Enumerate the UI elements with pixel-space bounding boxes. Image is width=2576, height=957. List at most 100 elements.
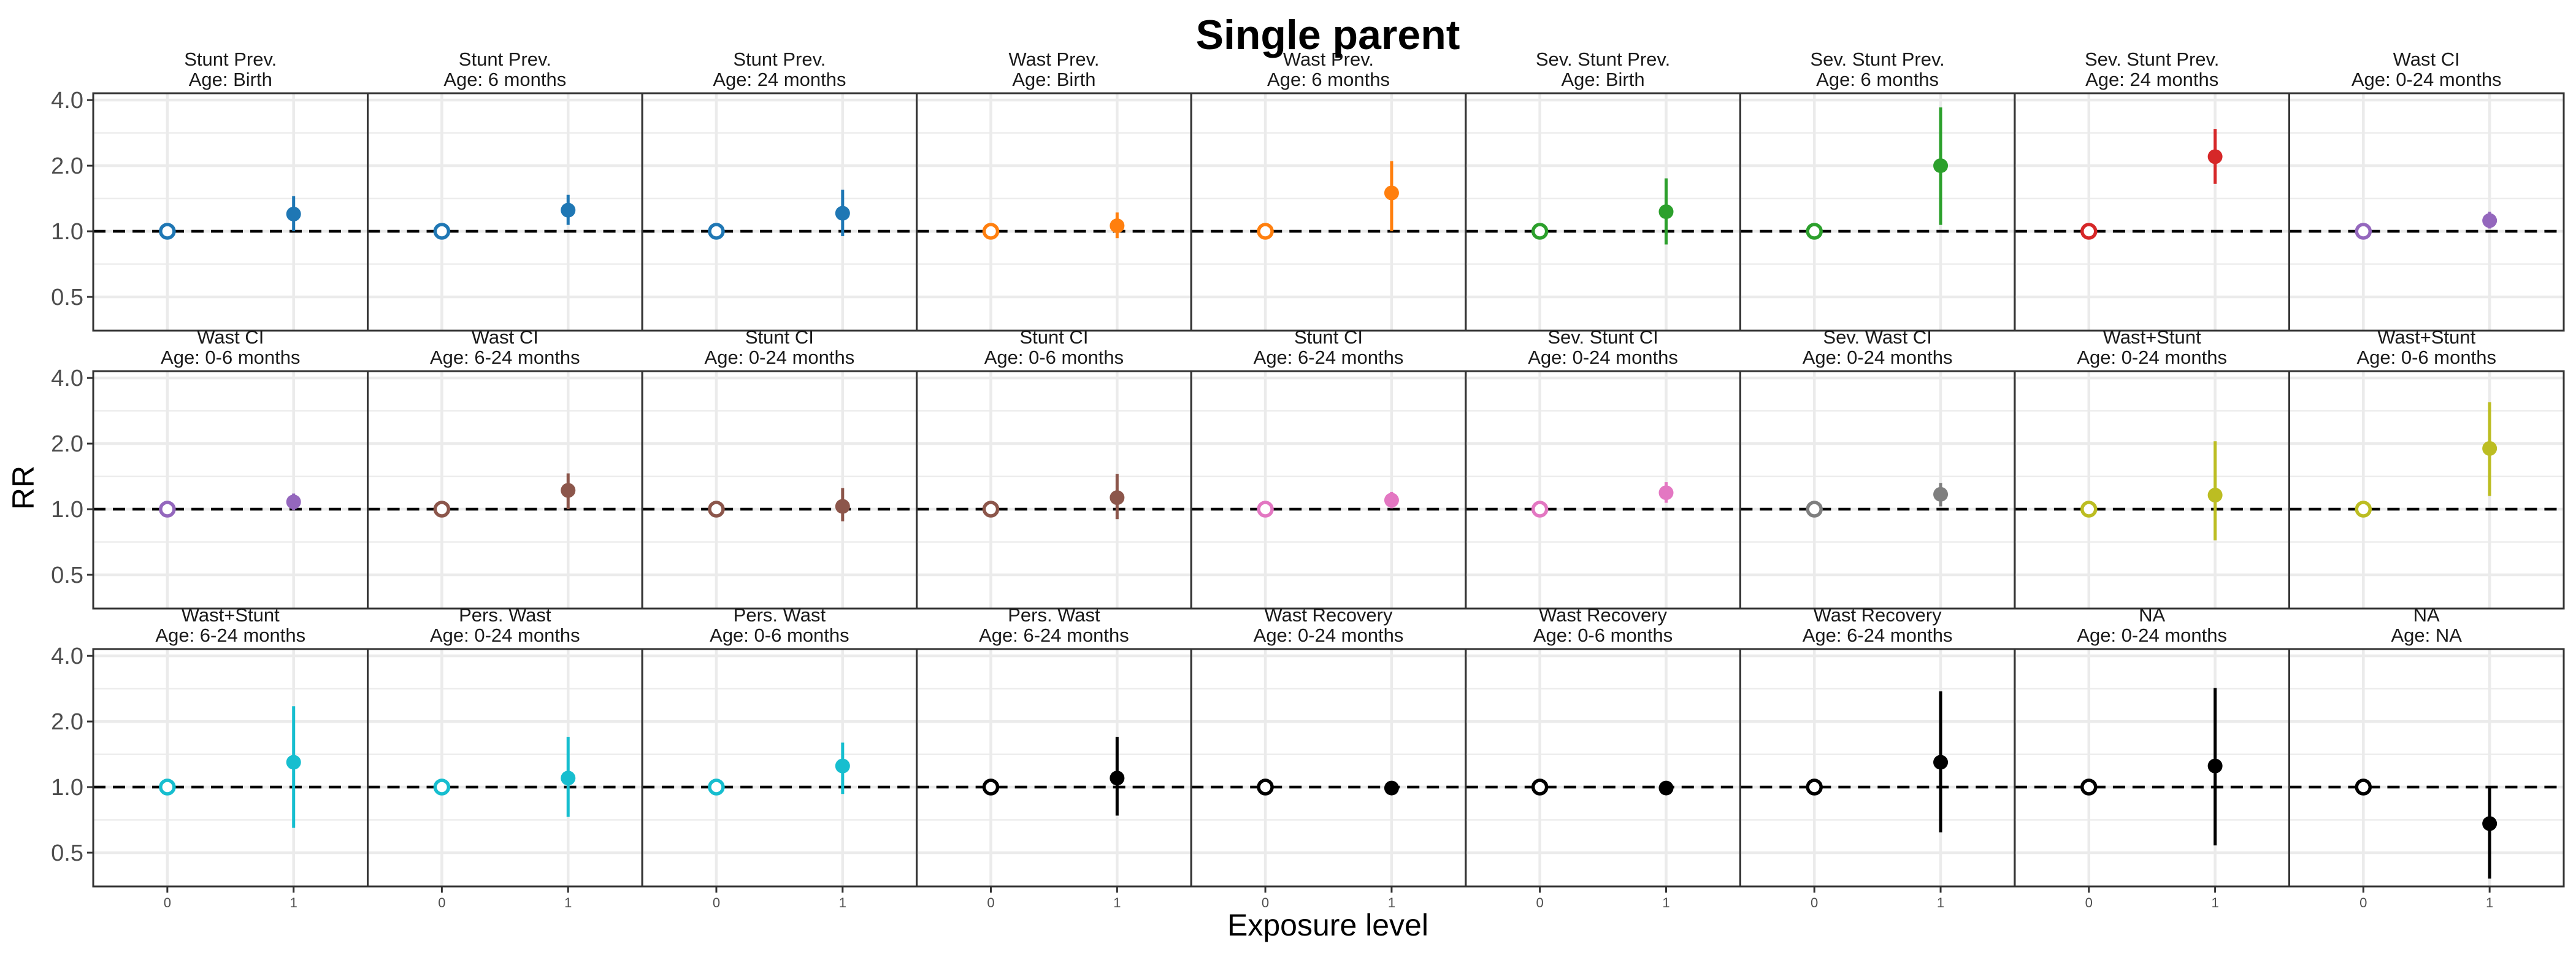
facet-strip-age: Age: 0-24 months <box>430 625 580 646</box>
facet-strip-outcome: Sev. Stunt Prev. <box>2085 48 2219 70</box>
estimate-point <box>1933 755 1949 770</box>
reference-point <box>982 778 1000 796</box>
facet-panel: Wast Prev.Age: 6 months <box>1190 48 1467 332</box>
facet-strip-age: Age: 0-24 months <box>2077 625 2227 646</box>
y-tick-label: 4.0 <box>51 644 83 669</box>
estimate-point <box>835 206 850 221</box>
x-tick-label: 1 <box>1662 895 1669 910</box>
panel-border <box>1190 92 1467 332</box>
x-tick-label: 0 <box>713 895 720 910</box>
facet-strip-age: Age: Birth <box>1012 69 1095 90</box>
reference-point <box>2080 778 2098 796</box>
estimate-point <box>2207 758 2223 774</box>
facet-strip-outcome: Wast CI <box>197 326 264 348</box>
panel-border <box>641 370 918 610</box>
reference-point <box>2355 501 2372 518</box>
facet-strip-outcome: NA <box>2413 604 2440 626</box>
facet-strip-age: Age: 0-24 months <box>1254 625 1404 646</box>
reference-point <box>1257 223 1274 240</box>
x-tick-label: 1 <box>1937 895 1944 910</box>
x-tick-label: 0 <box>987 895 994 910</box>
reference-point <box>1531 501 1549 518</box>
x-tick-label: 1 <box>1388 895 1395 910</box>
x-tick-label: 1 <box>564 895 572 910</box>
reference-point <box>2080 501 2098 518</box>
facet-strip-outcome: Sev. Wast CI <box>1823 326 1931 348</box>
panel-border <box>1190 648 1467 888</box>
panel-border <box>916 92 1192 332</box>
x-tick-label: 1 <box>2486 895 2493 910</box>
facet-strip-outcome: Sev. Stunt Prev. <box>1536 48 1670 70</box>
facet-panel: Wast Prev.Age: Birth <box>916 48 1192 332</box>
facet-strip-outcome: NA <box>2139 604 2165 626</box>
y-tick-label: 4.0 <box>51 366 83 391</box>
chart-title: Single parent <box>1196 12 1460 58</box>
facet-strip-outcome: Stunt Prev. <box>733 48 826 70</box>
facet-strip-outcome: Wast Recovery <box>1539 604 1668 626</box>
reference-point <box>2355 778 2372 796</box>
estimate-point <box>1658 780 1674 796</box>
facet-panel: Stunt Prev.Age: 6 months <box>367 48 643 332</box>
facet-strip-age: Age: 24 months <box>2085 69 2218 90</box>
reference-point <box>159 501 176 518</box>
facet-strip-outcome: Stunt CI <box>1019 326 1088 348</box>
facet-strip-age: Age: 0-24 months <box>705 347 855 368</box>
panel-border <box>2014 370 2290 610</box>
facet-strip-outcome: Stunt Prev. <box>459 48 551 70</box>
reference-point <box>708 223 725 240</box>
reference-point <box>1531 778 1549 796</box>
x-axis-title: Exposure level <box>1227 908 1428 942</box>
y-tick-label: 0.5 <box>51 840 83 866</box>
x-tick-label: 0 <box>1536 895 1543 910</box>
estimate-point <box>286 206 301 221</box>
facet-panel: Sev. Stunt Prev.Age: Birth <box>1465 48 1741 332</box>
x-tick-label: 1 <box>1113 895 1121 910</box>
x-tick-label: 0 <box>2085 895 2093 910</box>
facet-strip-age: Age: 0-6 months <box>1533 625 1673 646</box>
facet-strip-outcome: Wast+Stunt <box>2377 326 2475 348</box>
facet-strip-age: Age: 6 months <box>1816 69 1939 90</box>
facet-strip-outcome: Wast Recovery <box>1814 604 1942 626</box>
y-tick-label: 4.0 <box>51 88 83 113</box>
facet-strip-age: Age: 0-24 months <box>2077 347 2227 368</box>
facet-strip-outcome: Wast CI <box>2393 48 2460 70</box>
facet-strip-age: Age: Birth <box>189 69 272 90</box>
facet-strip-age: Age: 0-6 months <box>710 625 849 646</box>
reference-point <box>433 223 451 240</box>
y-tick-label: 1.0 <box>51 775 83 801</box>
estimate-point <box>1384 493 1399 508</box>
y-tick-label: 1.0 <box>51 219 83 245</box>
estimate-point <box>286 755 301 770</box>
estimate-point <box>1110 771 1125 786</box>
facet-strip-age: Age: NA <box>2391 625 2462 646</box>
estimate-point <box>561 202 576 218</box>
x-tick-label: 0 <box>2359 895 2367 910</box>
y-tick-label: 2.0 <box>51 431 83 457</box>
reference-point <box>708 501 725 518</box>
estimate-point <box>1110 218 1125 234</box>
facet-strip-outcome: Pers. Wast <box>1008 604 1100 626</box>
facet-strip-outcome: Wast+Stunt <box>2103 326 2201 348</box>
facet-strip-outcome: Stunt CI <box>1294 326 1363 348</box>
estimate-point <box>2482 816 2497 831</box>
reference-point <box>708 778 725 796</box>
reference-point <box>1257 778 1274 796</box>
panel-border <box>2288 648 2565 888</box>
facet-strip-age: Age: 6-24 months <box>1254 347 1404 368</box>
estimate-point <box>286 494 301 510</box>
facet-strip-age: Age: 6-24 months <box>155 625 305 646</box>
x-tick-label: 1 <box>290 895 297 910</box>
facet-strip-age: Age: Birth <box>1561 69 1644 90</box>
reference-point <box>2080 223 2098 240</box>
facet-strip-outcome: Wast CI <box>472 326 539 348</box>
